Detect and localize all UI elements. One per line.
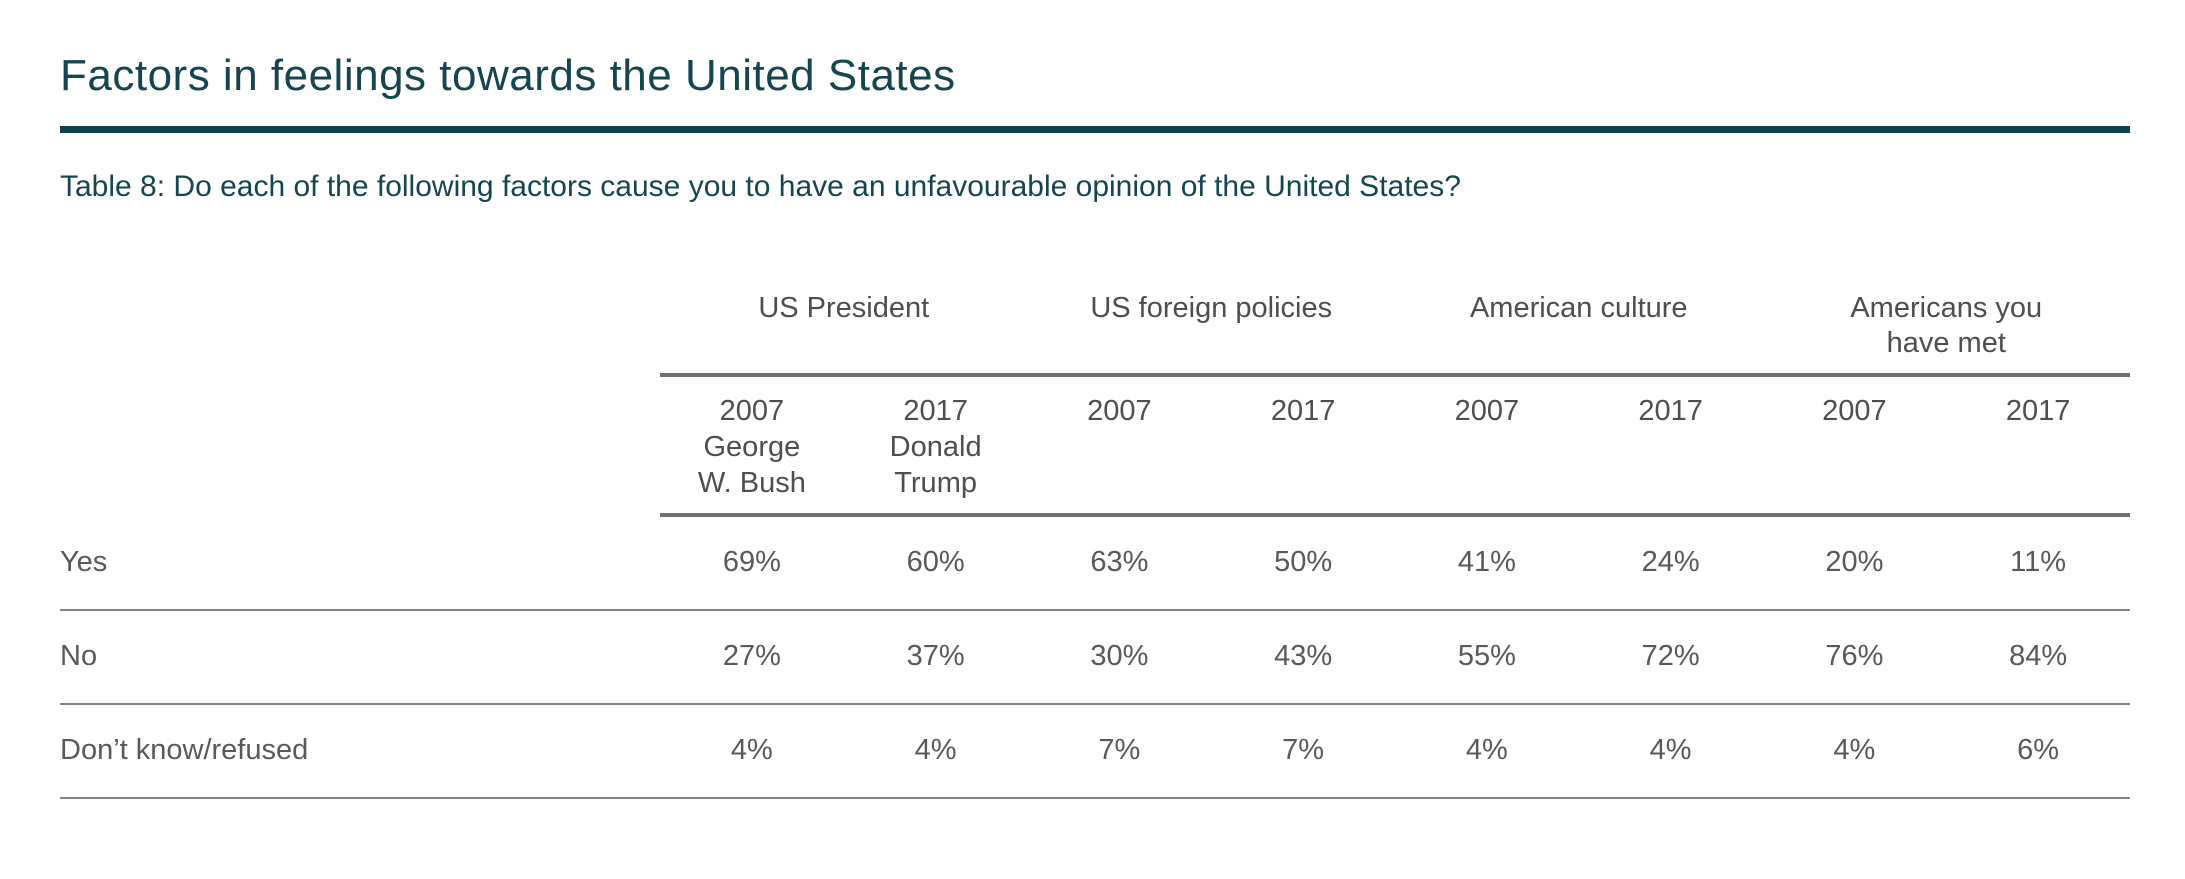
data-cell: 27% (722, 640, 781, 673)
data-cell: 11% (2010, 546, 2067, 579)
data-cell: 50% (1274, 546, 1333, 579)
data-cell: 43% (1274, 640, 1333, 673)
data-cell: 4% (730, 734, 773, 767)
data-cell: 76% (1825, 640, 1884, 673)
data-cell: 4% (914, 734, 957, 767)
title-divider (60, 126, 2130, 134)
table-question: Table 8: Do each of the following factor… (60, 170, 1461, 204)
group-header-underline (660, 373, 2130, 378)
group-header-us-president: US President (758, 292, 930, 325)
results-table: US President US foreign policies America… (60, 291, 2130, 800)
row-label-no: No (60, 640, 98, 673)
data-cell: 41% (1457, 546, 1516, 579)
year-header-policies-2007: 2007 (1087, 395, 1152, 428)
row-label-yes: Yes (60, 546, 108, 579)
group-header-us-foreign-policies: US foreign policies (1090, 292, 1333, 325)
data-cell: 63% (1090, 546, 1149, 579)
year-header-policies-2017: 2017 (1270, 395, 1336, 428)
data-cell: 4% (1833, 734, 1876, 767)
data-cell: 84% (2009, 640, 2068, 673)
year-header-2017-trump: 2017 Donald Trump (889, 395, 982, 500)
row-divider (60, 797, 2130, 800)
data-cell: 7% (1098, 734, 1141, 767)
data-cell: 6% (2017, 734, 2060, 767)
data-cell: 20% (1825, 546, 1884, 579)
group-row-spacer (60, 291, 660, 373)
group-header-americans-you-have-met: Americans you have met (1850, 292, 2043, 360)
subheader-row-spacer (60, 377, 660, 513)
year-header-met-2017: 2017 (2005, 395, 2071, 428)
group-header-american-culture: American culture (1469, 292, 1688, 325)
data-cell: 4% (1465, 734, 1508, 767)
year-header-culture-2017: 2017 (1638, 395, 1703, 428)
data-cell: 55% (1457, 640, 1516, 673)
data-cell: 24% (1641, 546, 1700, 579)
row-divider (60, 609, 2130, 612)
data-cell: 7% (1282, 734, 1325, 767)
row-divider (60, 703, 2130, 706)
year-header-2007-bush: 2007 George W. Bush (697, 395, 806, 500)
year-header-met-2007: 2007 (1822, 395, 1887, 428)
page-title: Factors in feelings towards the United S… (60, 51, 956, 100)
data-cell: 30% (1090, 640, 1149, 673)
data-cell: 69% (722, 546, 781, 579)
year-header-culture-2007: 2007 (1454, 395, 1520, 428)
data-cell: 72% (1641, 640, 1700, 673)
subheader-underline (660, 513, 2130, 518)
row-label-dont-know: Don’t know/refused (60, 734, 309, 767)
data-cell: 60% (906, 546, 965, 579)
data-cell: 4% (1649, 734, 1692, 767)
page-content: Factors in feelings towards the United S… (60, 0, 2130, 800)
data-cell: 37% (906, 640, 965, 673)
